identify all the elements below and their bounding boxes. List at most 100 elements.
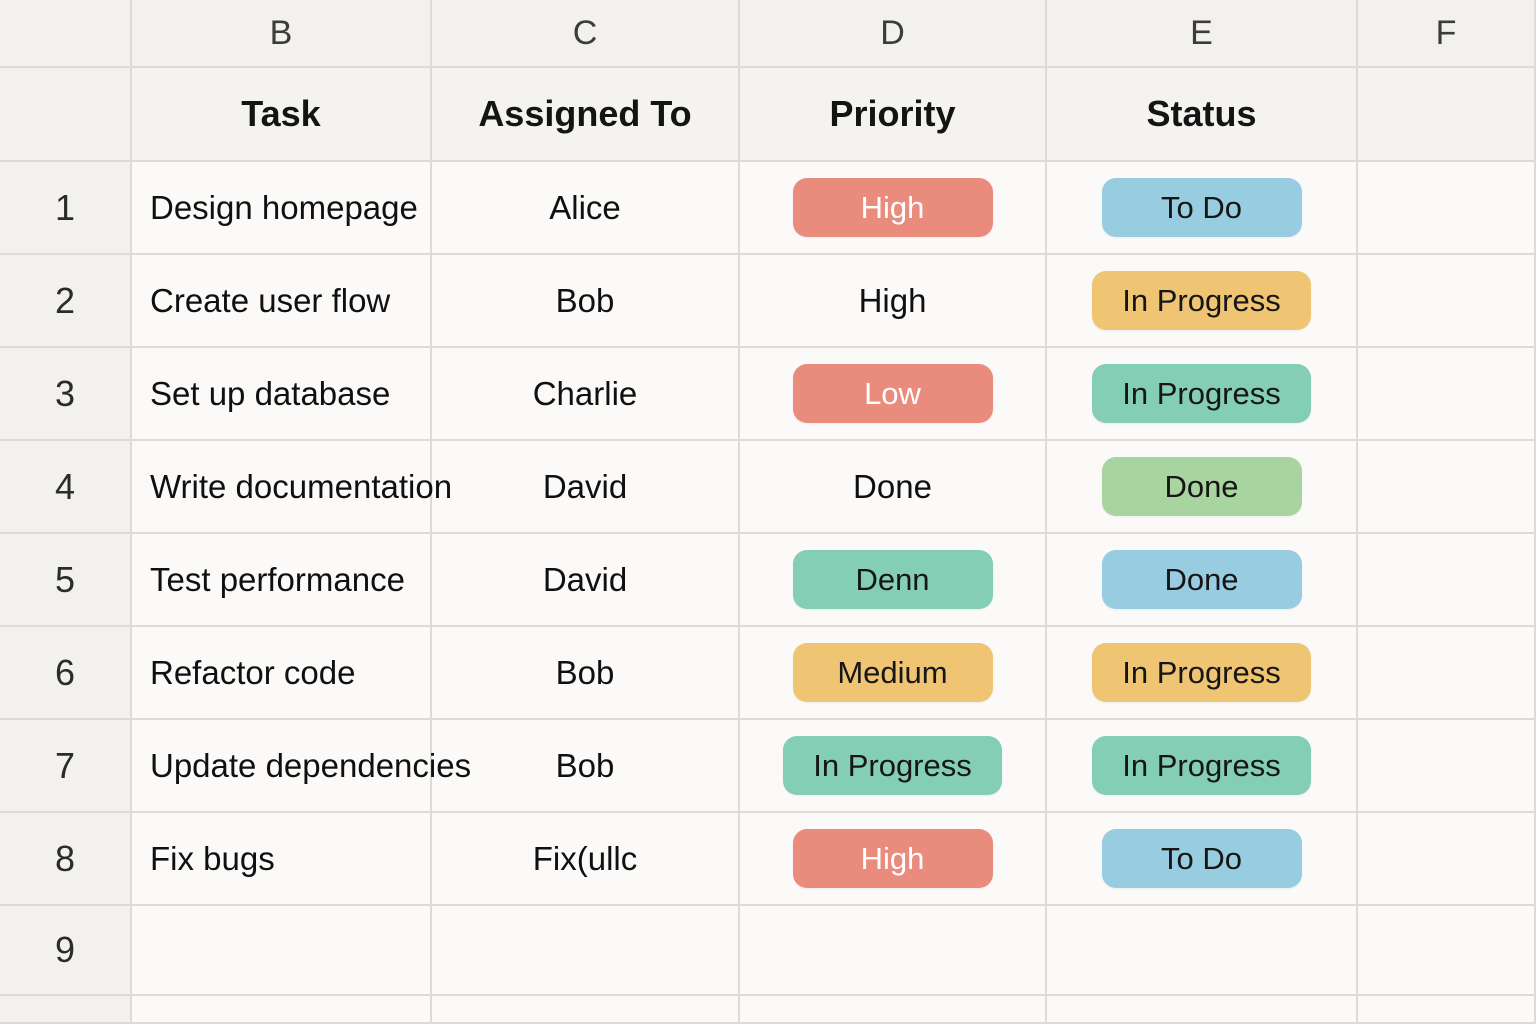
priority-badge: Low [792,363,993,424]
status-badge: To Do [1101,828,1302,889]
assignee-text: Bob [555,281,615,319]
header-cell-status[interactable]: Status [1047,68,1358,162]
cell-f-row1[interactable] [1358,162,1536,255]
cell-assigned-row7[interactable]: Bob [432,720,740,813]
cell-task-row3[interactable]: Set up database [132,348,432,441]
header-cell-f[interactable] [1358,68,1536,162]
cell-assigned-row4[interactable]: David [432,441,740,534]
cell-assigned-row6[interactable]: Bob [432,627,740,720]
cell-task-row1[interactable]: Design homepage [132,162,432,255]
column-letter: C [572,13,598,52]
row-header-9[interactable]: 9 [0,906,132,996]
cell-priority-row10[interactable] [740,996,1047,1024]
column-header-c[interactable]: C [432,0,740,68]
cell-f-row3[interactable] [1358,348,1536,441]
cell-f-row6[interactable] [1358,627,1536,720]
header-label: Task [241,93,321,134]
cell-priority-row7[interactable]: In Progress [740,720,1047,813]
status-badge: In Progress [1092,735,1311,796]
cell-status-row3[interactable]: In Progress [1047,348,1358,441]
assignee-text: Alice [549,188,621,226]
cell-status-row2[interactable]: In Progress [1047,255,1358,348]
cell-task-row2[interactable]: Create user flow [132,255,432,348]
row-header-1[interactable]: 1 [0,162,132,255]
header-cell-task[interactable]: Task [132,68,432,162]
cell-priority-row2[interactable]: High [740,255,1047,348]
task-text: Set up database [150,374,391,412]
cell-task-row6[interactable]: Refactor code [132,627,432,720]
assignee-text: David [542,560,628,598]
select-all-corner[interactable] [0,0,132,68]
cell-priority-row9[interactable] [740,906,1047,996]
cell-f-row7[interactable] [1358,720,1536,813]
priority-badge: High [792,177,993,238]
row-header-2[interactable]: 2 [0,255,132,348]
row-header-8[interactable]: 8 [0,813,132,906]
row-header-blank[interactable] [0,68,132,162]
assignee-text: Bob [555,653,615,691]
cell-status-row8[interactable]: To Do [1047,813,1358,906]
cell-assigned-row3[interactable]: Charlie [432,348,740,441]
row-header-10-partial[interactable] [0,996,132,1024]
cell-assigned-row5[interactable]: David [432,534,740,627]
cell-assigned-row8[interactable]: Fix(ullc [432,813,740,906]
cell-priority-row5[interactable]: Denn [740,534,1047,627]
cell-task-row5[interactable]: Test performance [132,534,432,627]
cell-task-row10[interactable] [132,996,432,1024]
priority-badge: High [858,281,927,319]
row-header-3[interactable]: 3 [0,348,132,441]
cell-priority-row3[interactable]: Low [740,348,1047,441]
row-header-4[interactable]: 4 [0,441,132,534]
cell-assigned-row9[interactable] [432,906,740,996]
cell-status-row1[interactable]: To Do [1047,162,1358,255]
column-header-b[interactable]: B [132,0,432,68]
cell-priority-row6[interactable]: Medium [740,627,1047,720]
cell-task-row4[interactable]: Write documentation [132,441,452,534]
cell-status-row5[interactable]: Done [1047,534,1358,627]
cell-assigned-row2[interactable]: Bob [432,255,740,348]
cell-priority-row8[interactable]: High [740,813,1047,906]
row-header-6[interactable]: 6 [0,627,132,720]
assignee-text: Fix(ullc [532,839,638,877]
cell-assigned-row1[interactable]: Alice [432,162,740,255]
header-label: Assigned To [478,93,692,134]
cell-status-row9[interactable] [1047,906,1358,996]
cell-status-row6[interactable]: In Progress [1047,627,1358,720]
cell-f-row10[interactable] [1358,996,1536,1024]
cell-priority-row4[interactable]: Done [740,441,1047,534]
priority-badge: Denn [792,549,993,610]
cell-task-row7[interactable]: Update dependencies [132,720,471,813]
header-cell-assigned[interactable]: Assigned To [432,68,740,162]
column-letter: D [880,13,905,52]
status-badge: Done [1101,456,1302,517]
header-label: Priority [829,93,956,134]
status-badge: To Do [1101,177,1302,238]
priority-badge: Done [853,467,932,505]
row-header-5[interactable]: 5 [0,534,132,627]
cell-task-row9[interactable] [132,906,432,996]
cell-priority-row1[interactable]: High [740,162,1047,255]
column-header-f[interactable]: F [1358,0,1536,68]
cell-f-row2[interactable] [1358,255,1536,348]
status-badge: In Progress [1092,363,1311,424]
cell-task-row8[interactable]: Fix bugs [132,813,432,906]
cell-status-row10[interactable] [1047,996,1358,1024]
cell-f-row9[interactable] [1358,906,1536,996]
cell-status-row4[interactable]: Done [1047,441,1358,534]
row-header-7[interactable]: 7 [0,720,132,813]
task-text: Fix bugs [150,839,275,877]
cell-f-row4[interactable] [1358,441,1536,534]
assignee-text: Charlie [532,374,638,412]
column-header-d[interactable]: D [740,0,1047,68]
cell-assigned-row10[interactable] [432,996,740,1024]
column-header-e[interactable]: E [1047,0,1358,68]
assignee-text: David [542,467,628,505]
cell-status-row7[interactable]: In Progress [1047,720,1358,813]
cell-f-row5[interactable] [1358,534,1536,627]
header-cell-priority[interactable]: Priority [740,68,1047,162]
cell-f-row8[interactable] [1358,813,1536,906]
task-text: Design homepage [150,188,418,226]
priority-badge: High [792,828,993,889]
priority-badge: Medium [792,642,993,703]
status-badge: In Progress [1092,270,1311,331]
